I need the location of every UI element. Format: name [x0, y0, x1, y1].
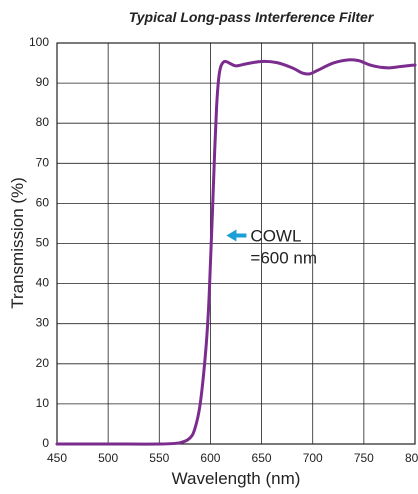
y-tick-label: 0 [42, 436, 49, 450]
x-tick-label: 650 [252, 451, 272, 465]
x-tick-label: 800 [405, 451, 418, 465]
y-tick-label: 40 [36, 276, 50, 290]
cowl-label: COWL [250, 226, 301, 245]
transmission-curve [55, 58, 417, 446]
x-tick-label: 750 [354, 451, 374, 465]
y-tick-label: 30 [36, 316, 50, 330]
y-tick-labels: 0 10 20 30 40 50 60 70 80 90 100 [29, 35, 49, 450]
y-tick-label: 100 [29, 35, 49, 49]
x-tick-label: 600 [200, 451, 220, 465]
cowl-value: =600 nm [250, 248, 317, 267]
grid [56, 42, 416, 445]
chart-title: Typical Long-pass Interference Filter [129, 9, 375, 25]
x-tick-labels: 450 500 550 600 650 700 750 800 [47, 451, 418, 465]
x-tick-label: 700 [303, 451, 323, 465]
x-axis-label: Wavelength (nm) [172, 469, 301, 488]
y-tick-label: 20 [36, 356, 50, 370]
y-tick-label: 70 [36, 155, 50, 169]
x-tick-label: 550 [149, 451, 169, 465]
y-tick-label: 60 [36, 195, 50, 209]
y-tick-label: 80 [36, 115, 50, 129]
y-tick-label: 50 [36, 236, 50, 250]
plot-frame [56, 42, 416, 445]
y-tick-label: 10 [36, 396, 50, 410]
cowl-annotation: COWL =600 nm [226, 226, 317, 267]
y-tick-label: 90 [36, 75, 50, 89]
y-axis-label: Transmission (%) [8, 177, 27, 309]
x-tick-label: 450 [47, 451, 67, 465]
cowl-arrow-icon [226, 229, 247, 242]
x-tick-label: 500 [98, 451, 118, 465]
